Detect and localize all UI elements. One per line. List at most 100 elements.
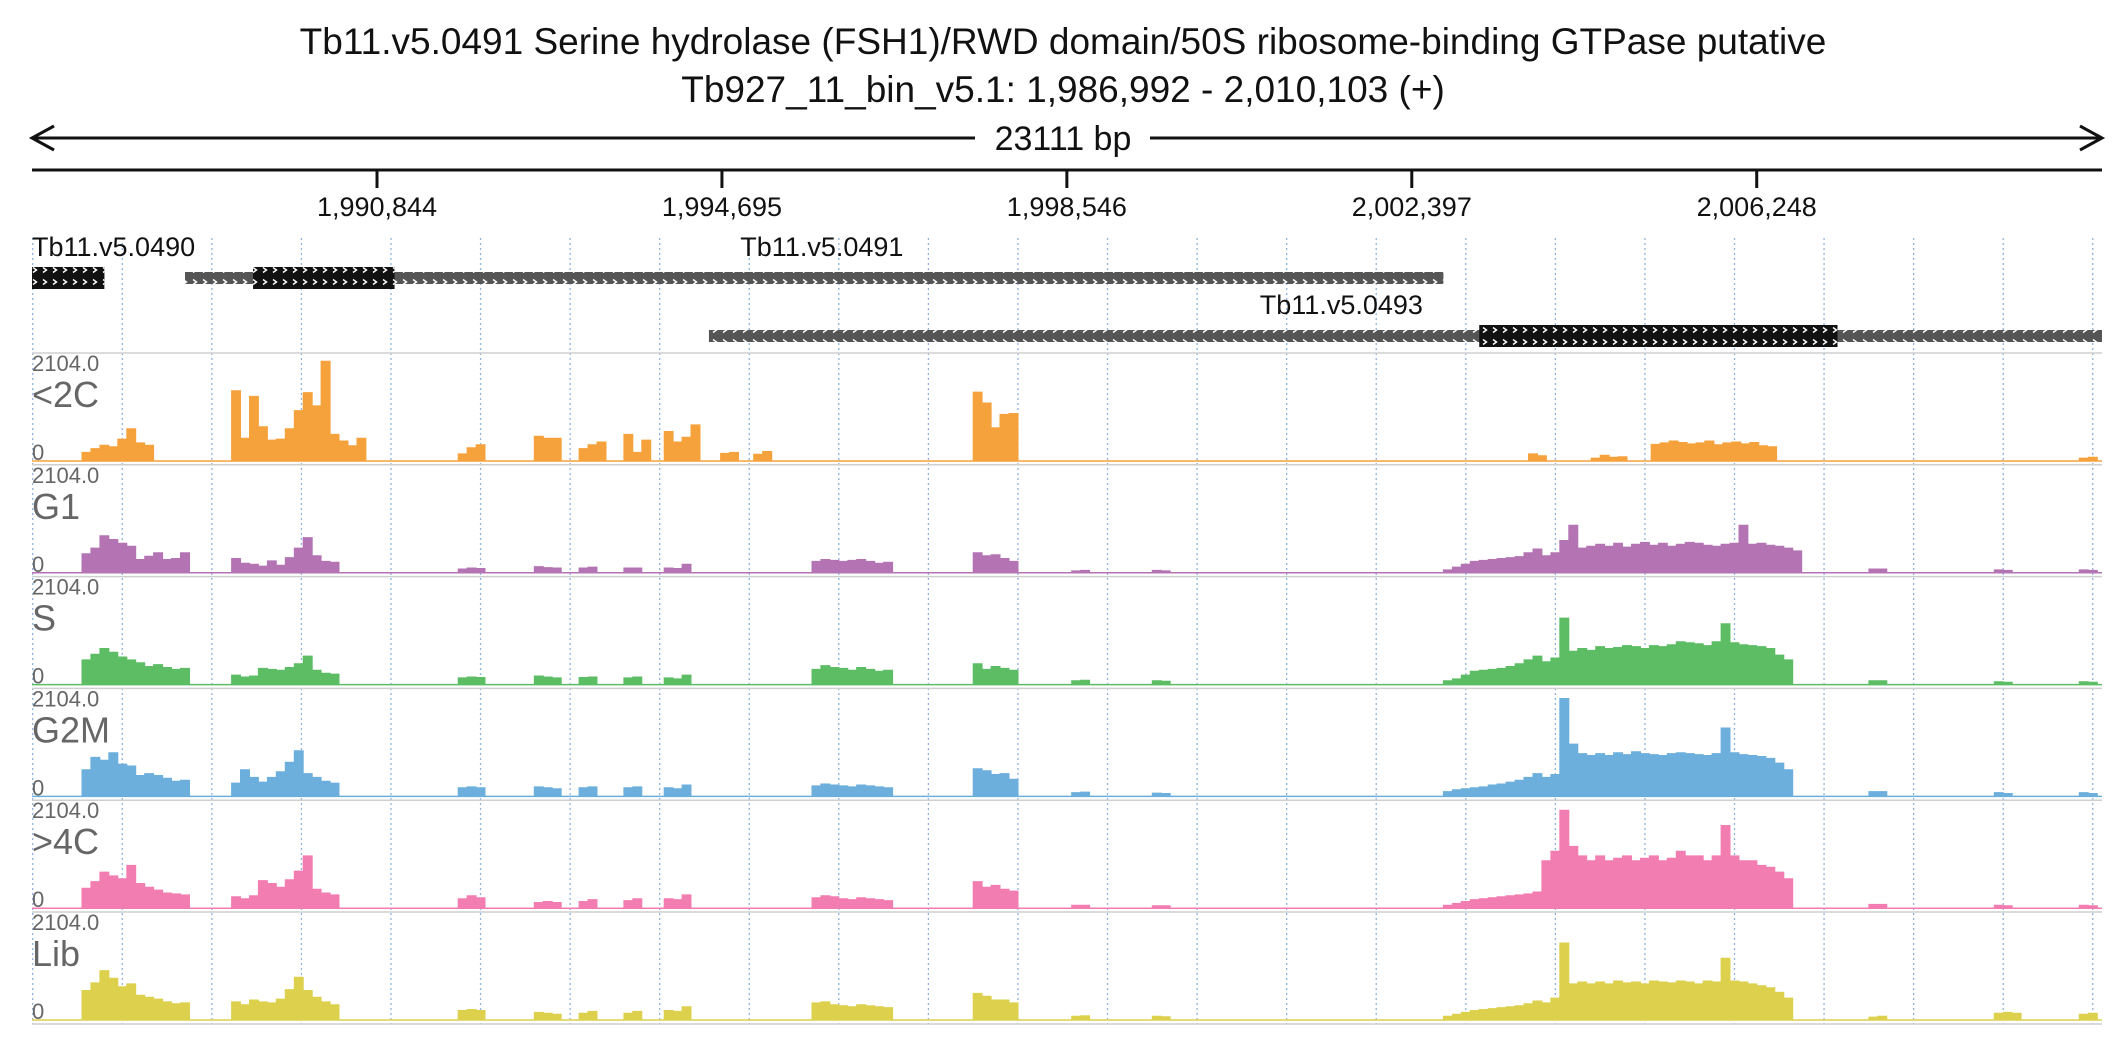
coverage-area [457, 1009, 486, 1021]
gene-cds-chevrons [1479, 325, 1838, 347]
coverage-area [1993, 904, 2013, 909]
coverage-area [972, 881, 1019, 909]
track-name-label: G1 [32, 486, 80, 527]
gene-label: Tb11.v5.0490 [32, 232, 195, 262]
coverage-area [2078, 1012, 2098, 1021]
chart-subtitle: Tb927_11_bin_v5.1: 1,986,992 - 2,010,103… [681, 69, 1445, 110]
track-ymin-label: 0 [32, 999, 44, 1024]
span-arrow-left-icon [28, 124, 55, 152]
coverage-area [623, 567, 643, 574]
track-ymax-label: 2104.0 [32, 686, 99, 711]
coverage-area [533, 675, 562, 686]
coverage-area [231, 750, 340, 797]
gene-strand-chevrons [708, 330, 2103, 342]
track-name-label: Lib [32, 933, 80, 974]
coverage-area [578, 441, 607, 462]
coverage-area [623, 898, 643, 909]
coverage-area [457, 895, 486, 909]
coverage-area [231, 976, 340, 1021]
coverage-area [1993, 569, 2013, 574]
coverage-area [578, 676, 598, 686]
coverage-area [81, 428, 155, 462]
coverage-area [1993, 1011, 2022, 1021]
coverage-area [663, 424, 701, 462]
coverage-area [972, 391, 1019, 462]
track-name-label: G2M [32, 709, 110, 750]
track-ymin-label: 0 [32, 552, 44, 577]
coverage-area [811, 895, 894, 909]
track-ymax-label: 2104.0 [32, 575, 99, 600]
span-arrow-right-icon [2079, 124, 2106, 152]
track-ymin-label: 0 [32, 887, 44, 912]
coverage-area [720, 451, 739, 462]
coverage-area [1993, 681, 2013, 686]
coverage-area [1868, 903, 1888, 909]
coverage-area [811, 559, 894, 574]
gene-strand-chevrons [184, 272, 1444, 284]
coverage-area [1151, 792, 1171, 797]
coverage-area [1442, 524, 1803, 574]
coverage-area [1151, 905, 1171, 909]
chart-title-block: Tb11.v5.0491 Serine hydrolase (FSH1)/RWD… [0, 18, 2126, 114]
coverage-tracks: 2104.00<2C2104.00G12104.00S2104.00G2M210… [32, 351, 2102, 1025]
coverage-area [533, 1011, 562, 1021]
track-name-label: <2C [32, 374, 99, 415]
coverage-area [811, 783, 894, 797]
coverage-area [623, 1010, 643, 1021]
gene-cds-chevrons [32, 267, 105, 289]
coverage-area [1868, 1015, 1888, 1021]
ruler-tick-label: 2,006,248 [1697, 192, 1817, 222]
coverage-track: 2104.0 0 G1 [32, 463, 2102, 577]
track-ymax-label: 2104.0 [32, 463, 99, 488]
coverage-area [972, 663, 1019, 686]
coverage-area [81, 970, 190, 1021]
coverage-area [231, 360, 367, 462]
coverage-area [1442, 617, 1794, 686]
coverage-area [1151, 680, 1171, 686]
coverage-area [533, 566, 562, 574]
coverage-area [81, 648, 190, 686]
coverage-area [533, 786, 562, 797]
coverage-area [753, 451, 773, 462]
coverage-area [2078, 569, 2098, 574]
coverage-area [663, 784, 692, 797]
coverage-area [1151, 569, 1171, 574]
coverage-area [1442, 698, 1794, 797]
coverage-area [1993, 792, 2013, 797]
coverage-area [231, 537, 340, 574]
coverage-area [231, 855, 340, 909]
track-ymax-label: 2104.0 [32, 798, 99, 823]
coverage-area [623, 433, 652, 462]
coverage-area [1442, 809, 1794, 909]
track-ymin-label: 0 [32, 440, 44, 465]
coverage-area [2078, 792, 2098, 797]
track-ymin-label: 0 [32, 664, 44, 689]
coverage-area [533, 435, 562, 462]
coverage-track: 2104.0 0 <2C [32, 351, 2102, 465]
coverage-area [578, 899, 598, 909]
coverage-track: 2104.0 0 S [32, 575, 2102, 689]
coordinate-ruler: 1,990,844 1,994,695 1,998,546 2,002,397 2,00… [32, 168, 2102, 222]
span-length-label: 23111 bp [995, 120, 1132, 158]
ruler-tick-label: 1,990,844 [317, 192, 437, 222]
gene-cds-chevrons [253, 267, 395, 289]
coverage-area [663, 674, 692, 686]
coverage-area [811, 1001, 894, 1021]
coverage-area [231, 655, 340, 686]
coverage-area [1442, 942, 1794, 1021]
coverage-area [811, 665, 894, 686]
coverage-area [1868, 680, 1888, 686]
track-name-label: S [32, 598, 56, 639]
coverage-area [2078, 456, 2098, 462]
coverage-area [1528, 453, 1547, 462]
coverage-area [457, 676, 486, 686]
coverage-area [1071, 679, 1091, 686]
coverage-area [578, 786, 598, 797]
coverage-area [578, 566, 598, 574]
coverage-area [81, 752, 190, 797]
track-ymax-label: 2104.0 [32, 351, 99, 376]
ruler-tick-label: 1,994,695 [662, 192, 782, 222]
coverage-area [972, 552, 1019, 574]
coverage-area [623, 786, 643, 797]
